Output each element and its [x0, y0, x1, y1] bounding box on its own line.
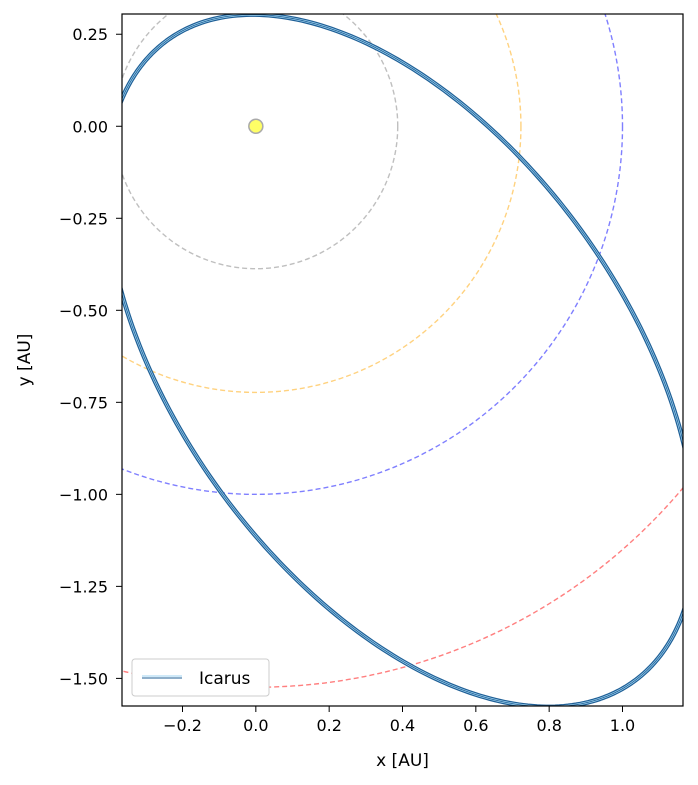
y-tick-label: −0.50 — [59, 301, 108, 320]
x-tick-label: 0.0 — [243, 716, 268, 735]
x-tick-label: 1.0 — [610, 716, 635, 735]
orbits-layer — [122, 14, 683, 706]
y-tick-label: −1.00 — [59, 485, 108, 504]
y-tick-label: −0.75 — [59, 393, 108, 412]
planet-orbit-0 — [122, 14, 399, 270]
y-tick-label: 0.25 — [72, 25, 108, 44]
y-tick-label: −1.25 — [59, 577, 108, 596]
ticks-layer: −0.2 0.0 0.2 0.4 0.6 0.8 1.0 0.25 0.00 −0.25 −0.50… — [59, 25, 635, 735]
x-tick-label: −0.2 — [163, 716, 202, 735]
x-axis-label: x [AU] — [376, 751, 429, 771]
x-tick-label: 0.8 — [536, 716, 561, 735]
y-axis-label: y [AU] — [15, 334, 35, 387]
series-line-0-core — [122, 14, 683, 706]
x-tick-label: 0.6 — [463, 716, 488, 735]
legend: Icarus — [131, 658, 270, 697]
legend-box — [131, 658, 270, 697]
y-tick-label: −0.25 — [59, 209, 108, 228]
legend-label: Icarus — [199, 669, 251, 689]
planet-orbit-2 — [122, 14, 624, 495]
planet-orbit-1 — [122, 14, 522, 394]
plot-background — [122, 14, 683, 706]
x-tick-label: 0.2 — [316, 716, 341, 735]
x-tick-label: 0.4 — [390, 716, 415, 735]
y-tick-label: 0.00 — [72, 117, 108, 136]
sun-marker — [248, 118, 264, 135]
y-tick-label: −1.50 — [59, 669, 108, 688]
